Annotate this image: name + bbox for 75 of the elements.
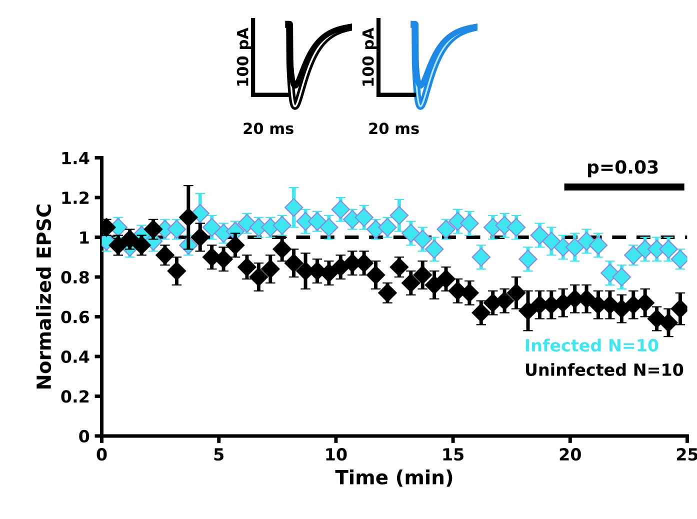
point xyxy=(260,260,280,278)
x-tick-label: 20 xyxy=(560,448,581,461)
point xyxy=(600,264,620,282)
point xyxy=(472,303,491,322)
point xyxy=(226,236,245,255)
point xyxy=(202,218,222,237)
point xyxy=(167,220,186,239)
point xyxy=(424,240,444,259)
point xyxy=(518,250,538,269)
text: Uninfected N=10 xyxy=(526,363,684,376)
point xyxy=(144,220,163,239)
point xyxy=(120,230,140,249)
point xyxy=(238,258,256,276)
point xyxy=(530,226,550,245)
point xyxy=(320,218,338,237)
point xyxy=(436,220,456,239)
point xyxy=(156,246,174,265)
point xyxy=(390,258,409,276)
text: 100 pA xyxy=(362,28,377,86)
point xyxy=(506,218,526,237)
point xyxy=(179,208,198,227)
point xyxy=(624,246,643,265)
point xyxy=(472,248,491,267)
point xyxy=(518,301,538,320)
point xyxy=(413,266,432,284)
point xyxy=(284,198,304,217)
point xyxy=(402,224,420,243)
point xyxy=(659,240,678,259)
point xyxy=(565,238,584,257)
point xyxy=(390,206,409,225)
point xyxy=(331,258,350,276)
y-tick-label: 1.4 xyxy=(62,152,90,164)
x-tick-label: 10 xyxy=(326,448,347,461)
x-tick-label: 15 xyxy=(443,448,464,461)
text: Infected N=10 xyxy=(526,338,658,352)
point xyxy=(308,212,327,231)
y-tick-label: 1 xyxy=(80,231,89,244)
point xyxy=(460,214,479,233)
text: 20 ms xyxy=(369,122,419,134)
point xyxy=(249,268,268,286)
point xyxy=(659,313,678,332)
point xyxy=(402,274,420,292)
point xyxy=(272,240,292,259)
x-axis-title: Time (min) xyxy=(335,469,452,487)
x-tick-label: 5 xyxy=(214,448,224,461)
annotation: p=0.03 xyxy=(588,160,658,178)
point xyxy=(108,236,128,255)
x-tick-label: 0 xyxy=(96,448,107,461)
y-tick-label: 1.2 xyxy=(62,191,89,204)
y-tick-label: 0.4 xyxy=(61,350,90,364)
point xyxy=(354,208,374,227)
point xyxy=(588,236,608,255)
point xyxy=(424,276,444,294)
y-tick-label: 0 xyxy=(79,430,90,443)
text: 100 pA xyxy=(236,28,252,86)
point xyxy=(647,309,666,328)
text: 20 ms xyxy=(244,122,294,134)
point xyxy=(284,254,304,272)
point xyxy=(436,270,456,288)
point xyxy=(190,228,210,247)
y-tick-label: 0.2 xyxy=(61,390,89,403)
point xyxy=(506,284,526,302)
y-tick-label: 0.6 xyxy=(61,310,90,324)
point xyxy=(413,230,432,249)
point xyxy=(331,200,350,219)
point xyxy=(366,266,386,284)
point xyxy=(378,218,397,237)
point xyxy=(612,268,632,286)
point xyxy=(542,232,561,251)
point xyxy=(272,216,292,235)
point xyxy=(167,262,186,280)
point xyxy=(132,236,151,255)
y-axis-title: Normalized EPSC xyxy=(36,204,52,389)
point xyxy=(378,284,397,302)
y-tick-label: 0.8 xyxy=(61,270,89,284)
